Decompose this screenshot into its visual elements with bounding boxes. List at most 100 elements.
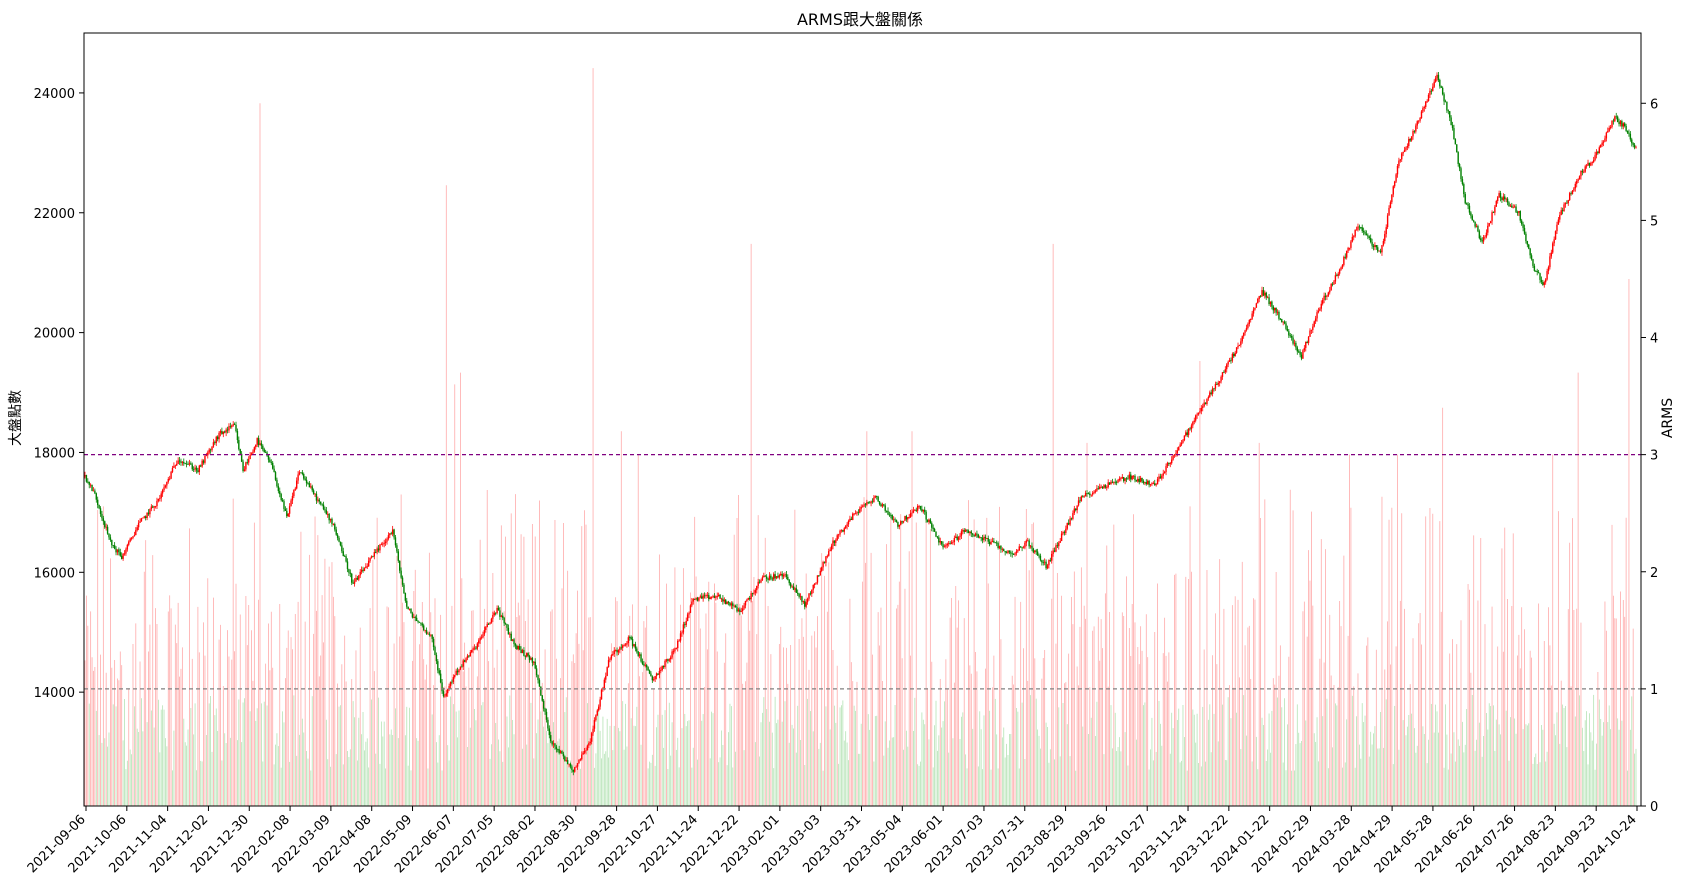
candle-body [376, 548, 378, 553]
candle-body [1220, 376, 1222, 382]
candle-body [1144, 482, 1146, 483]
candle-body [647, 667, 649, 671]
candle-body [617, 650, 620, 653]
candle-body [620, 647, 622, 649]
candle-body [1468, 205, 1471, 213]
candle-body [1372, 245, 1375, 247]
candle-body [1477, 226, 1479, 232]
candle-body [760, 580, 762, 583]
left-tick-label: 16000 [34, 566, 75, 581]
candle-body [503, 617, 505, 624]
candle-body [1285, 323, 1287, 329]
candle-body [1350, 241, 1352, 248]
candle-body [394, 537, 397, 546]
candle-body [648, 670, 651, 674]
candle-body [564, 756, 566, 761]
candle-body [94, 490, 96, 494]
candle-body [938, 537, 940, 543]
candle-body [655, 673, 658, 677]
candle-body [277, 486, 280, 492]
candle-body [1629, 133, 1632, 140]
candle-body [922, 509, 925, 512]
candle-body [496, 607, 498, 614]
candle-body [410, 608, 412, 614]
candle-body [967, 530, 970, 534]
candle-body [430, 634, 432, 636]
candle-body [1032, 548, 1035, 553]
candle-body [1522, 224, 1524, 228]
candle-body [1166, 462, 1169, 467]
candle-body [1391, 194, 1393, 203]
candle-body [228, 426, 230, 431]
candle-body [1152, 483, 1155, 484]
candle-body [452, 677, 455, 682]
candle-body [1281, 319, 1283, 323]
candle-body [1161, 475, 1163, 479]
candle-body [1567, 200, 1569, 204]
candle-body [526, 653, 528, 657]
candle-body [1113, 481, 1115, 483]
candle-body [1156, 479, 1159, 485]
candle-body [936, 536, 939, 538]
candle-body [1344, 256, 1346, 258]
candle-body [1444, 101, 1447, 103]
candle-body [859, 508, 861, 513]
candle-body [799, 596, 802, 598]
candle-body [931, 523, 933, 528]
candle-body [825, 556, 827, 563]
candle-body [695, 597, 697, 600]
candle-body [1625, 125, 1627, 131]
candle-body [758, 581, 761, 583]
candle-body [1377, 247, 1379, 252]
candle-body [97, 499, 99, 506]
candle-body [619, 647, 621, 651]
candle-body [1504, 196, 1506, 200]
candle-body [456, 670, 459, 673]
candle-body [446, 689, 449, 694]
candle-body [1154, 483, 1156, 486]
left-tick-label: 24000 [34, 87, 75, 102]
candle-body [1437, 74, 1440, 81]
candle-body [1451, 125, 1454, 129]
candle-body [1367, 235, 1369, 237]
candle-body [369, 557, 371, 561]
candle-body [616, 649, 618, 653]
candle-body [950, 542, 953, 544]
candle-body [221, 431, 223, 434]
candle-body [144, 516, 147, 519]
candle-body [1142, 481, 1145, 483]
candle-body [866, 502, 868, 505]
candle-body [1317, 310, 1320, 313]
candle-body [1189, 428, 1191, 430]
candle-body [990, 541, 992, 545]
candle-body [530, 657, 532, 660]
candle-body [231, 425, 233, 427]
candle-body [353, 581, 356, 584]
candle-body [1489, 221, 1492, 224]
candle-body [1186, 432, 1188, 435]
right-tick-label: 3 [1650, 449, 1658, 464]
right-tick-label: 6 [1650, 97, 1658, 112]
candle-body [264, 452, 267, 453]
y-axis-left-label: 大盤點數 [8, 390, 24, 446]
candle-body [1412, 130, 1414, 137]
candle-body [1353, 236, 1355, 238]
candle-body [575, 766, 577, 768]
candle-body [1422, 108, 1424, 112]
candle-body [535, 668, 538, 676]
candle-body [653, 679, 655, 681]
candle-body [209, 449, 212, 451]
candle-body [668, 659, 670, 661]
candle-body [828, 551, 830, 556]
candle-body [1450, 117, 1452, 126]
candle-body [106, 526, 109, 534]
candle-body [901, 521, 903, 523]
candle-body [380, 544, 383, 546]
candle-body [595, 715, 597, 721]
candle-body [1337, 273, 1339, 276]
candle-body [1138, 478, 1140, 483]
candle-body [393, 529, 395, 538]
candle-body [897, 521, 899, 527]
candle-body [1584, 166, 1586, 172]
candle-body [940, 541, 943, 545]
